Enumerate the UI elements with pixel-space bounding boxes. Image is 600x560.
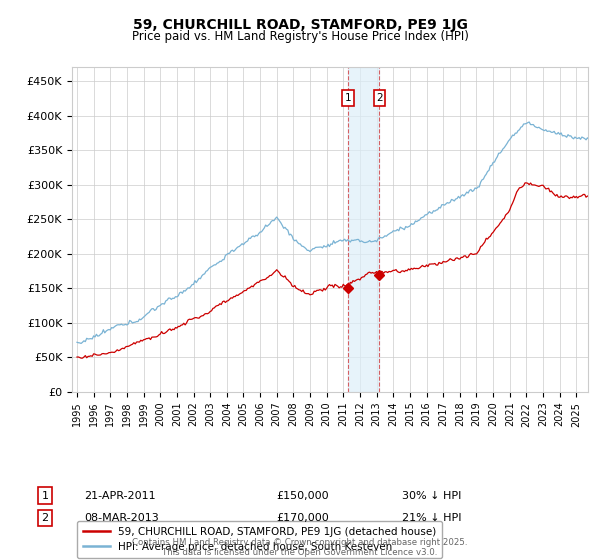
Text: 30% ↓ HPI: 30% ↓ HPI bbox=[402, 491, 461, 501]
Text: £150,000: £150,000 bbox=[276, 491, 329, 501]
Text: 21% ↓ HPI: 21% ↓ HPI bbox=[402, 513, 461, 523]
Text: 08-MAR-2013: 08-MAR-2013 bbox=[84, 513, 159, 523]
Text: 2: 2 bbox=[376, 93, 383, 103]
Text: £170,000: £170,000 bbox=[276, 513, 329, 523]
Text: 59, CHURCHILL ROAD, STAMFORD, PE9 1JG: 59, CHURCHILL ROAD, STAMFORD, PE9 1JG bbox=[133, 18, 467, 32]
Bar bbox=[348, 67, 379, 392]
Text: Contains HM Land Registry data © Crown copyright and database right 2025.
This d: Contains HM Land Registry data © Crown c… bbox=[132, 538, 468, 557]
Text: 1: 1 bbox=[41, 491, 49, 501]
Text: Price paid vs. HM Land Registry's House Price Index (HPI): Price paid vs. HM Land Registry's House … bbox=[131, 30, 469, 43]
Legend: 59, CHURCHILL ROAD, STAMFORD, PE9 1JG (detached house), HPI: Average price, deta: 59, CHURCHILL ROAD, STAMFORD, PE9 1JG (d… bbox=[77, 521, 442, 558]
Text: 2: 2 bbox=[41, 513, 49, 523]
Text: 1: 1 bbox=[345, 93, 352, 103]
Text: 21-APR-2011: 21-APR-2011 bbox=[84, 491, 155, 501]
